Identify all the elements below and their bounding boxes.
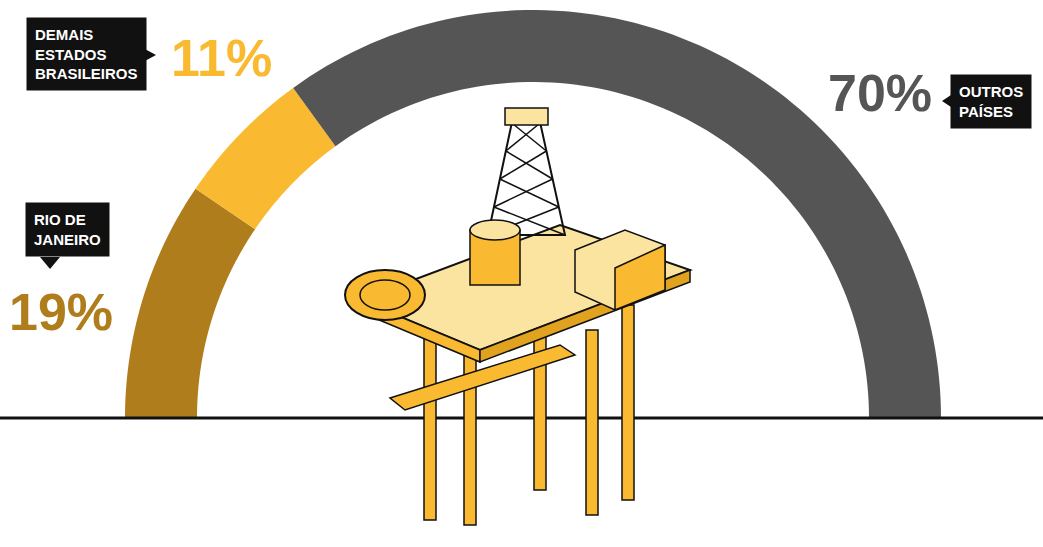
svg-text:DEMAISESTADOSBRASILEIROS: DEMAISESTADOSBRASILEIROS (35, 26, 138, 82)
svg-text:11%: 11% (171, 29, 272, 87)
svg-text:RIO DEJANEIRO: RIO DEJANEIRO (34, 211, 101, 248)
svg-text:19%: 19% (9, 283, 113, 341)
svg-text:OUTROSPAÍSES: OUTROSPAÍSES (959, 83, 1023, 120)
svg-text:70%: 70% (828, 64, 932, 122)
